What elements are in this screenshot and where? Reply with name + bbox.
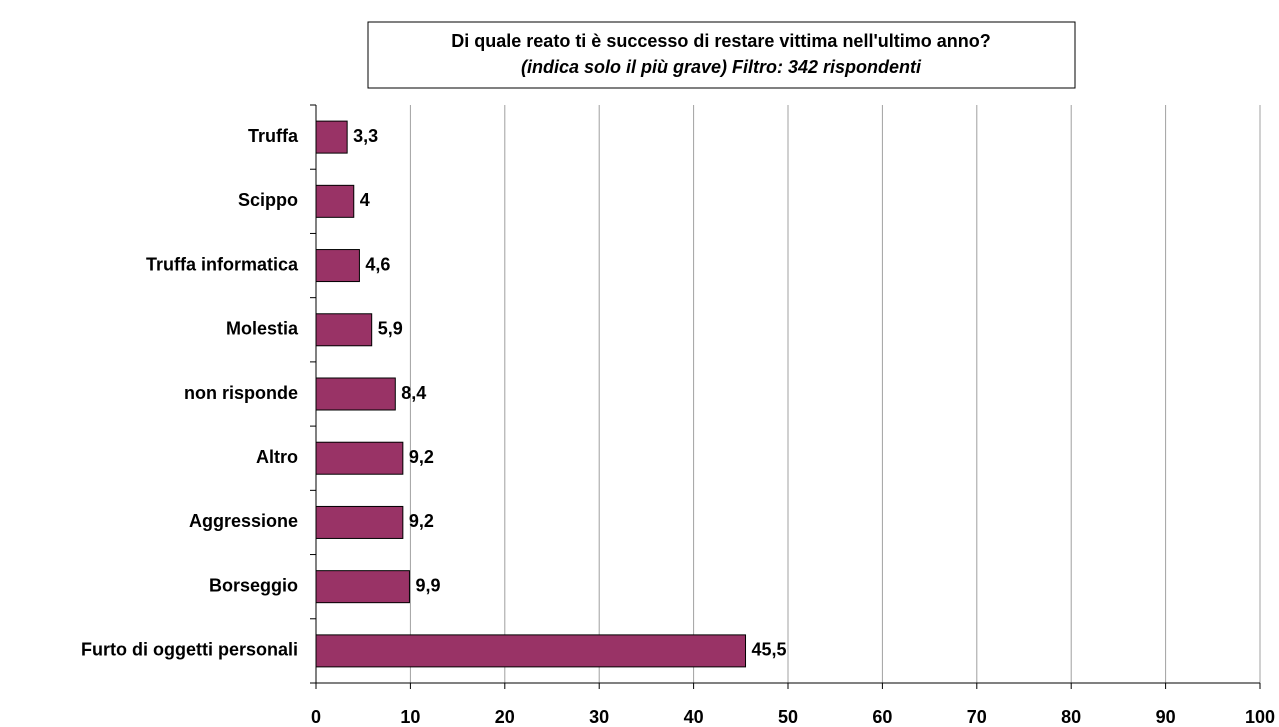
data-label: 9,2 xyxy=(409,447,434,467)
bar xyxy=(315,184,355,218)
y-tick-label: Truffa informatica xyxy=(146,254,299,274)
chart-title: Di quale reato ti è successo di restare … xyxy=(451,31,990,51)
y-tick-label: Altro xyxy=(256,447,298,467)
y-tick-label: Molestia xyxy=(226,319,299,339)
x-tick-label: 10 xyxy=(400,707,420,727)
y-tick-label: non risponde xyxy=(184,383,298,403)
x-tick-label: 80 xyxy=(1061,707,1081,727)
x-tick-label: 40 xyxy=(684,707,704,727)
data-label: 9,2 xyxy=(409,511,434,531)
x-tick-label: 60 xyxy=(872,707,892,727)
y-tick-label: Scippo xyxy=(238,190,298,210)
y-tick-label: Borseggio xyxy=(209,575,298,595)
x-tick-label: 0 xyxy=(311,707,321,727)
x-tick-label: 30 xyxy=(589,707,609,727)
x-tick-label: 90 xyxy=(1156,707,1176,727)
data-label: 8,4 xyxy=(401,383,426,403)
x-tick-label: 100 xyxy=(1245,707,1275,727)
bar xyxy=(315,570,410,604)
data-label: 5,9 xyxy=(378,319,403,339)
y-tick-label: Furto di oggetti personali xyxy=(81,640,298,660)
x-tick-label: 70 xyxy=(967,707,987,727)
x-tick-label: 50 xyxy=(778,707,798,727)
bar xyxy=(315,249,360,283)
bar xyxy=(315,505,404,539)
data-label: 4,6 xyxy=(365,254,390,274)
bar xyxy=(315,634,747,668)
data-label: 3,3 xyxy=(353,126,378,146)
bar xyxy=(315,441,404,475)
bar xyxy=(315,377,396,411)
chart-subtitle: (indica solo il più grave) Filtro: 342 r… xyxy=(521,57,922,77)
x-tick-label: 20 xyxy=(495,707,515,727)
bar xyxy=(315,313,373,347)
title-box xyxy=(367,21,1076,89)
data-label: 9,9 xyxy=(415,575,440,595)
bar xyxy=(315,120,348,154)
data-label: 45,5 xyxy=(752,640,787,660)
data-label: 4 xyxy=(360,190,370,210)
y-tick-label: Truffa xyxy=(248,126,299,146)
y-tick-label: Aggressione xyxy=(189,511,298,531)
